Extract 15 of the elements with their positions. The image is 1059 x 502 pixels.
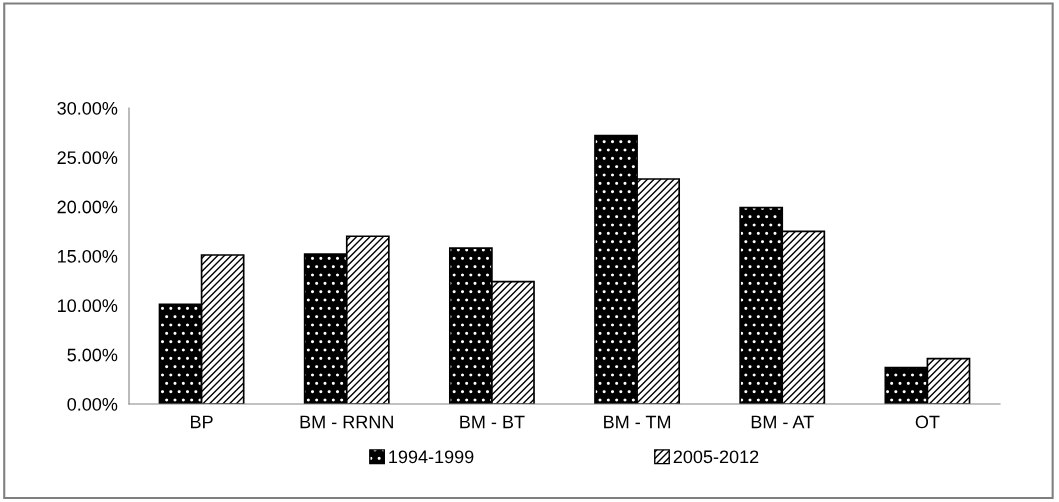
- x-tick-label: BM - AT: [751, 415, 814, 429]
- y-tick-label: 0.00%: [67, 397, 118, 411]
- y-tick-label: 20.00%: [57, 200, 118, 214]
- x-tick-label: BM - BT: [460, 415, 525, 429]
- y-tick-label: 25.00%: [57, 151, 118, 165]
- legend-label: 1994-1999: [389, 450, 474, 464]
- y-tick-label: 5.00%: [67, 348, 118, 362]
- x-tick-label: OT: [915, 415, 940, 429]
- x-tick-label: BM - TM: [604, 415, 671, 429]
- y-tick-label: 30.00%: [57, 101, 118, 115]
- legend-label: 2005-2012: [673, 450, 759, 464]
- y-tick-label: 10.00%: [58, 299, 118, 313]
- x-tick-label: BP: [191, 415, 213, 429]
- x-tick-label: BM - RRNN: [300, 415, 393, 429]
- y-tick-label: 15.00%: [58, 249, 118, 263]
